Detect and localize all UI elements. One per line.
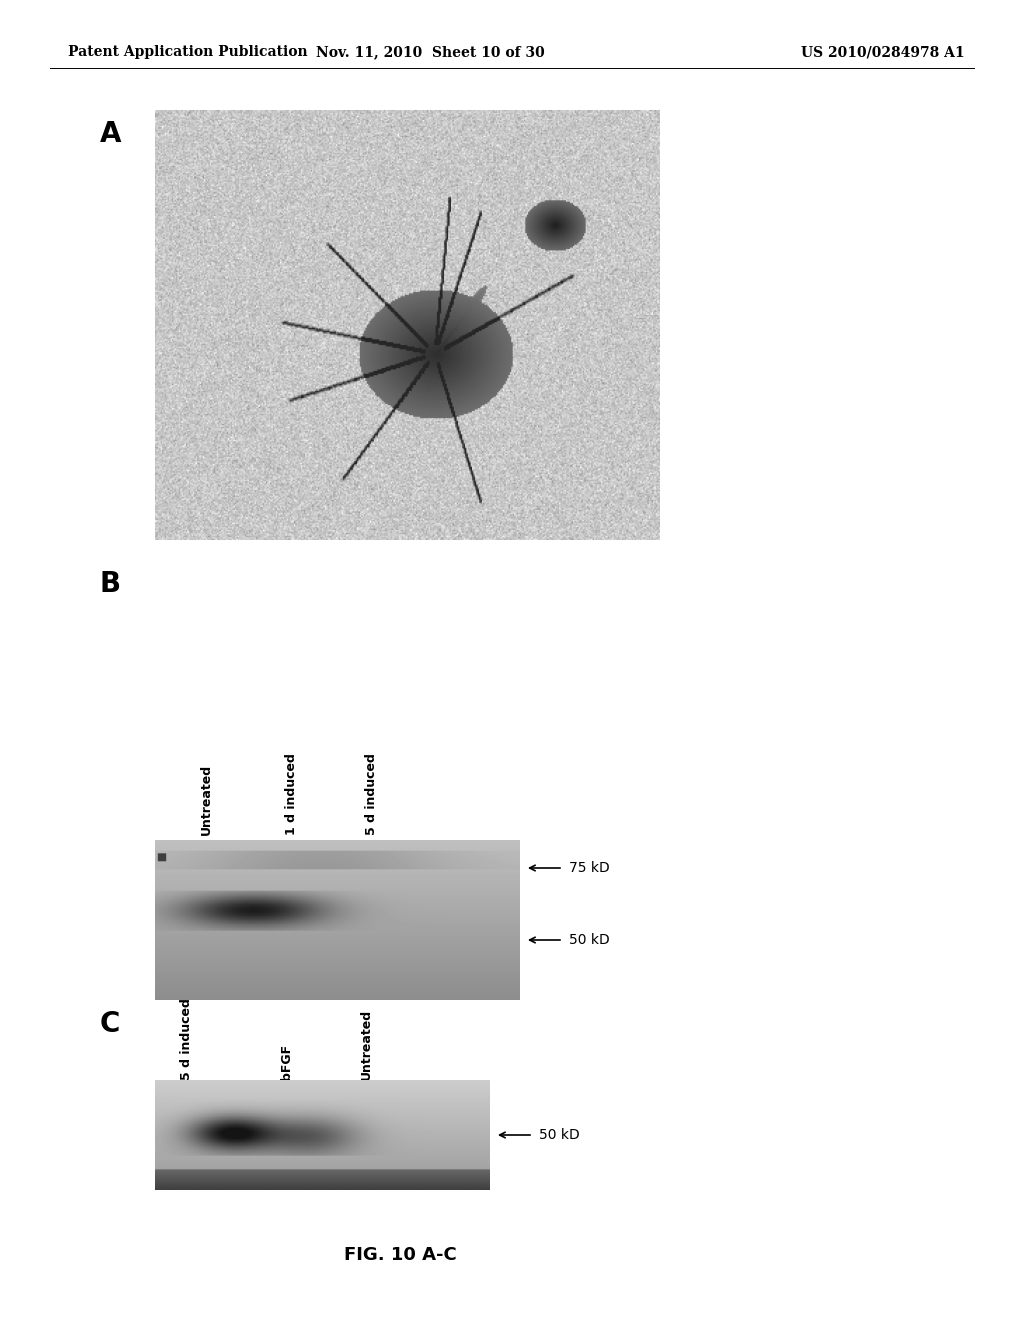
Text: 1 d induced: 1 d induced bbox=[285, 754, 298, 836]
Text: 50 kD: 50 kD bbox=[569, 933, 609, 946]
Text: bFGF: bFGF bbox=[280, 1044, 293, 1080]
Text: A: A bbox=[100, 120, 122, 148]
Text: 50 kD: 50 kD bbox=[539, 1129, 580, 1142]
Text: Untreated: Untreated bbox=[200, 764, 213, 836]
Text: FIG. 10 A-C: FIG. 10 A-C bbox=[344, 1246, 457, 1265]
Text: Untreated: Untreated bbox=[360, 1008, 373, 1080]
Text: 5 d induced: 5 d induced bbox=[365, 754, 378, 836]
Text: 75 kD: 75 kD bbox=[569, 861, 609, 875]
Text: B: B bbox=[100, 570, 121, 598]
Text: 5 d induced: 5 d induced bbox=[180, 998, 193, 1080]
Text: Patent Application Publication: Patent Application Publication bbox=[68, 45, 307, 59]
Text: Nov. 11, 2010  Sheet 10 of 30: Nov. 11, 2010 Sheet 10 of 30 bbox=[315, 45, 545, 59]
Text: C: C bbox=[100, 1010, 121, 1038]
Text: US 2010/0284978 A1: US 2010/0284978 A1 bbox=[802, 45, 965, 59]
